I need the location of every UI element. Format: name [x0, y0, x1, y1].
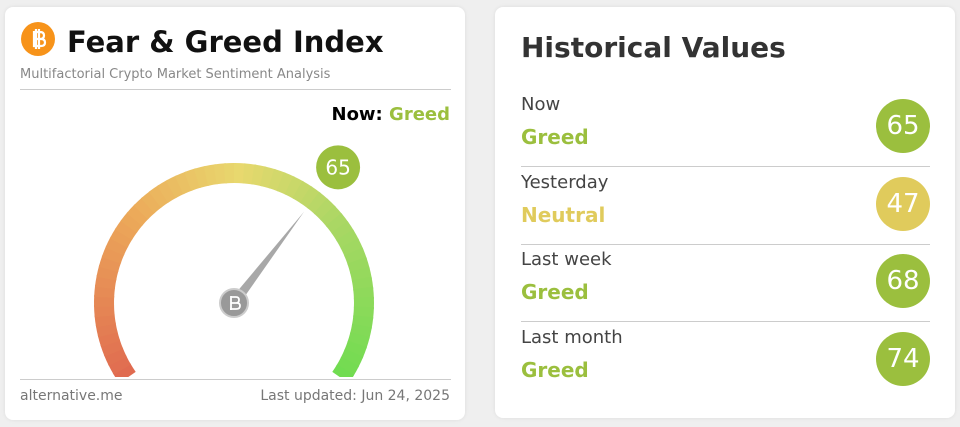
now-status: Now: Greed: [332, 104, 451, 125]
footer-updated: Last updated: Jun 24, 2025: [260, 388, 450, 404]
title: Historical Values: [521, 31, 786, 64]
title: Fear & Greed Index: [67, 25, 384, 59]
hub-icon: [230, 296, 241, 310]
divider: [521, 321, 930, 322]
footer-source: alternative.me: [20, 388, 123, 404]
gauge-arc: [332, 364, 355, 377]
value-circle: 74: [876, 331, 930, 386]
history-row: Yesterday Neutral 47: [521, 168, 930, 245]
classification: Greed: [521, 357, 589, 382]
history-row: Last week Greed 68: [521, 245, 930, 322]
value-circle: 65: [876, 99, 930, 153]
period: Now: [521, 94, 561, 115]
classification: Neutral: [521, 202, 606, 227]
classification: Greed: [521, 280, 589, 304]
subtitle: Multifactorial Crypto Market Sentiment A…: [20, 67, 331, 82]
period: Last month: [521, 326, 623, 348]
period: Yesterday: [521, 171, 609, 193]
fear-greed-card: Fear & Greed Index Multifactorial Crypto…: [5, 7, 465, 420]
divider: [20, 89, 451, 90]
period: Last week: [521, 249, 612, 270]
now-class: Greed: [389, 104, 450, 125]
value-badge: [316, 145, 361, 190]
divider: [521, 243, 930, 245]
value-circle: 68: [876, 254, 930, 308]
divider: [20, 379, 451, 380]
needle: [230, 211, 305, 307]
classification: Greed: [521, 125, 589, 149]
now-label: Now:: [331, 104, 383, 125]
history-row: Last month Greed 74: [521, 323, 930, 400]
historical-card: Historical Values Now Greed 65 Yesterday Neu…: [495, 7, 955, 418]
value-badge-label: 65: [325, 155, 350, 179]
divider: [521, 166, 930, 167]
value-circle: 47: [876, 176, 930, 231]
gauge: 65: [94, 145, 374, 377]
bitcoin-icon: [21, 22, 55, 56]
history-row: Now Greed 65: [521, 90, 930, 167]
